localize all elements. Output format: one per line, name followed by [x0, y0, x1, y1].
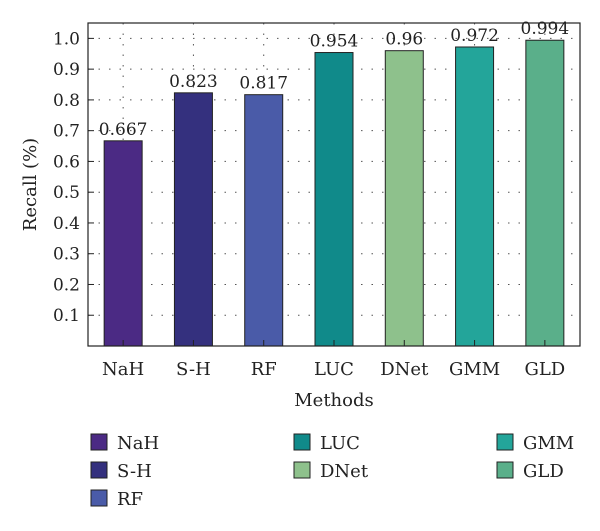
legend: NaH S-H RF LUC DNet GMM GLD — [90, 433, 574, 510]
x-tick-label: DNet — [380, 359, 429, 380]
legend-label: DNet — [320, 461, 369, 482]
bar-value-label: 0.972 — [450, 26, 499, 46]
y-tick-label: 0.1 — [53, 306, 80, 326]
legend-swatch-rf — [90, 489, 108, 507]
y-tick-label: 0.7 — [53, 122, 80, 142]
y-axis-ticks: 0.1 0.2 0.3 0.4 0.5 0.6 0.7 0.8 0.9 1.0 — [53, 29, 94, 326]
bar-gmm — [455, 46, 495, 347]
bar-value-label: 0.994 — [521, 19, 570, 39]
bar-value-label: 0.817 — [239, 74, 288, 94]
legend-label: LUC — [320, 433, 360, 454]
y-axis-title: Recall (%) — [20, 138, 41, 231]
legend-swatch-s-h — [90, 461, 108, 479]
y-tick-label: 1.0 — [53, 29, 80, 49]
bar-nah — [103, 140, 143, 347]
y-tick-label: 0.2 — [53, 275, 80, 295]
x-tick-label: RF — [251, 359, 277, 380]
y-tick-label: 0.4 — [53, 214, 80, 234]
legend-label: NaH — [117, 433, 159, 454]
x-tick-label: GLD — [524, 359, 565, 380]
bar-value-label: 0.96 — [385, 30, 423, 50]
bar-value-label: 0.954 — [310, 32, 359, 52]
x-tick-label: LUC — [314, 359, 354, 380]
legend-swatch-luc — [293, 433, 311, 451]
y-tick-label: 0.8 — [53, 91, 80, 111]
legend-swatch-gmm — [496, 433, 514, 451]
x-tick-label: S-H — [176, 359, 211, 380]
legend-label: GLD — [523, 461, 564, 482]
y-tick-label: 0.6 — [53, 152, 80, 172]
x-axis-title: Methods — [294, 390, 374, 411]
y-tick-label: 0.3 — [53, 245, 80, 265]
bar-luc — [314, 52, 354, 347]
legend-swatch-nah — [90, 433, 108, 451]
y-tick-label: 0.9 — [53, 60, 80, 80]
legend-swatch-gld — [496, 461, 514, 479]
x-tick-label: NaH — [102, 359, 144, 380]
bar-rf — [244, 94, 284, 347]
y-tick-label: 0.5 — [53, 183, 80, 203]
legend-swatch-dnet — [293, 461, 311, 479]
legend-label: GMM — [523, 433, 574, 454]
bar-gld — [525, 39, 565, 347]
bar-s-h — [173, 92, 213, 347]
x-tick-label: GMM — [449, 359, 500, 380]
x-axis-ticks: NaH S-H RF LUC DNet GMM GLD — [102, 340, 565, 380]
legend-label: S-H — [117, 461, 152, 482]
bars: 0.667 0.823 0.817 0.954 0.96 0.972 0.994 — [99, 19, 570, 347]
bar-dnet — [384, 50, 424, 347]
legend-label: RF — [117, 489, 143, 510]
bar-value-label: 0.667 — [99, 120, 148, 140]
bar-value-label: 0.823 — [169, 72, 218, 92]
